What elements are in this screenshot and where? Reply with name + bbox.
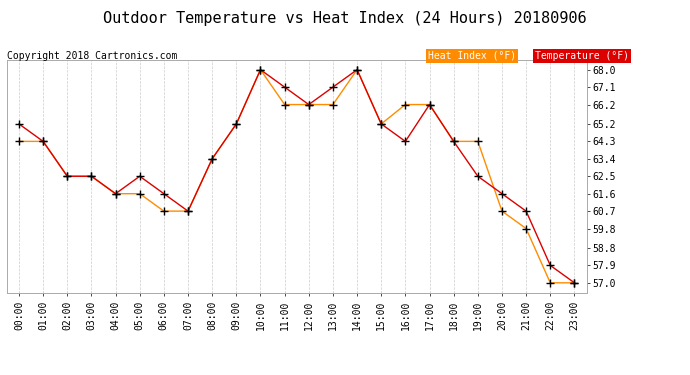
Text: Heat Index (°F): Heat Index (°F) [428,51,516,61]
Text: Copyright 2018 Cartronics.com: Copyright 2018 Cartronics.com [7,51,177,61]
Text: Temperature (°F): Temperature (°F) [535,51,629,61]
Text: Outdoor Temperature vs Heat Index (24 Hours) 20180906: Outdoor Temperature vs Heat Index (24 Ho… [104,11,586,26]
